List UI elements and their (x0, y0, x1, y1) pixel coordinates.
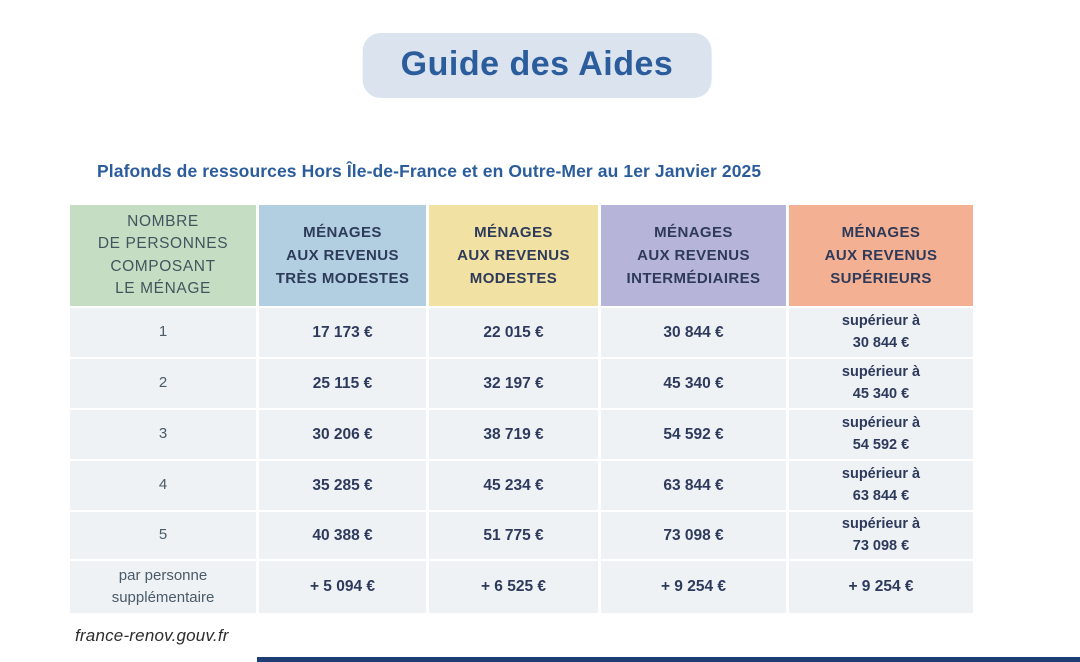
header-cell-modestes: MÉNAGES AUX REVENUS MODESTES (429, 205, 598, 306)
resources-table: NOMBRE DE PERSONNES COMPOSANT LE MÉNAGE … (70, 205, 973, 613)
cell-value: 54 592 € (601, 410, 786, 459)
title-pill: Guide des Aides (362, 33, 712, 98)
cell-value: 38 719 € (429, 410, 598, 459)
header-cell-tres-modestes: MÉNAGES AUX REVENUS TRÈS MODESTES (259, 205, 426, 306)
cell-value: + 9 254 € (789, 561, 973, 613)
cell-value: 45 234 € (429, 461, 598, 510)
cell-value: 35 285 € (259, 461, 426, 510)
cell-value: supérieur à 45 340 € (789, 359, 973, 408)
cell-value: + 5 094 € (259, 561, 426, 613)
cell-household-size: 1 (70, 308, 256, 357)
cell-value: 30 844 € (601, 308, 786, 357)
bottom-brand-bar (257, 657, 1080, 662)
cell-value: supérieur à 73 098 € (789, 512, 973, 559)
cell-value: 45 340 € (601, 359, 786, 408)
cell-household-size: par personne supplémentaire (70, 561, 256, 613)
cell-value: + 6 525 € (429, 561, 598, 613)
cell-value: 17 173 € (259, 308, 426, 357)
cell-household-size: 5 (70, 512, 256, 559)
footer-url: france-renov.gouv.fr (75, 626, 229, 645)
cell-value: 32 197 € (429, 359, 598, 408)
cell-value: 51 775 € (429, 512, 598, 559)
cell-value: 22 015 € (429, 308, 598, 357)
cell-value: supérieur à 54 592 € (789, 410, 973, 459)
cell-household-size: 2 (70, 359, 256, 408)
cell-household-size: 4 (70, 461, 256, 510)
cell-value: supérieur à 30 844 € (789, 308, 973, 357)
cell-value: 30 206 € (259, 410, 426, 459)
header-cell-households: NOMBRE DE PERSONNES COMPOSANT LE MÉNAGE (70, 205, 256, 306)
cell-value: 25 115 € (259, 359, 426, 408)
cell-value: 40 388 € (259, 512, 426, 559)
page-title: Guide des Aides (400, 45, 674, 83)
subtitle: Plafonds de ressources Hors Île-de-Franc… (97, 161, 762, 181)
cell-value: supérieur à 63 844 € (789, 461, 973, 510)
cell-value: 63 844 € (601, 461, 786, 510)
cell-value: + 9 254 € (601, 561, 786, 613)
header-cell-superieurs: MÉNAGES AUX REVENUS SUPÉRIEURS (789, 205, 973, 306)
cell-value: 73 098 € (601, 512, 786, 559)
header-cell-intermediaires: MÉNAGES AUX REVENUS INTERMÉDIAIRES (601, 205, 786, 306)
cell-household-size: 3 (70, 410, 256, 459)
